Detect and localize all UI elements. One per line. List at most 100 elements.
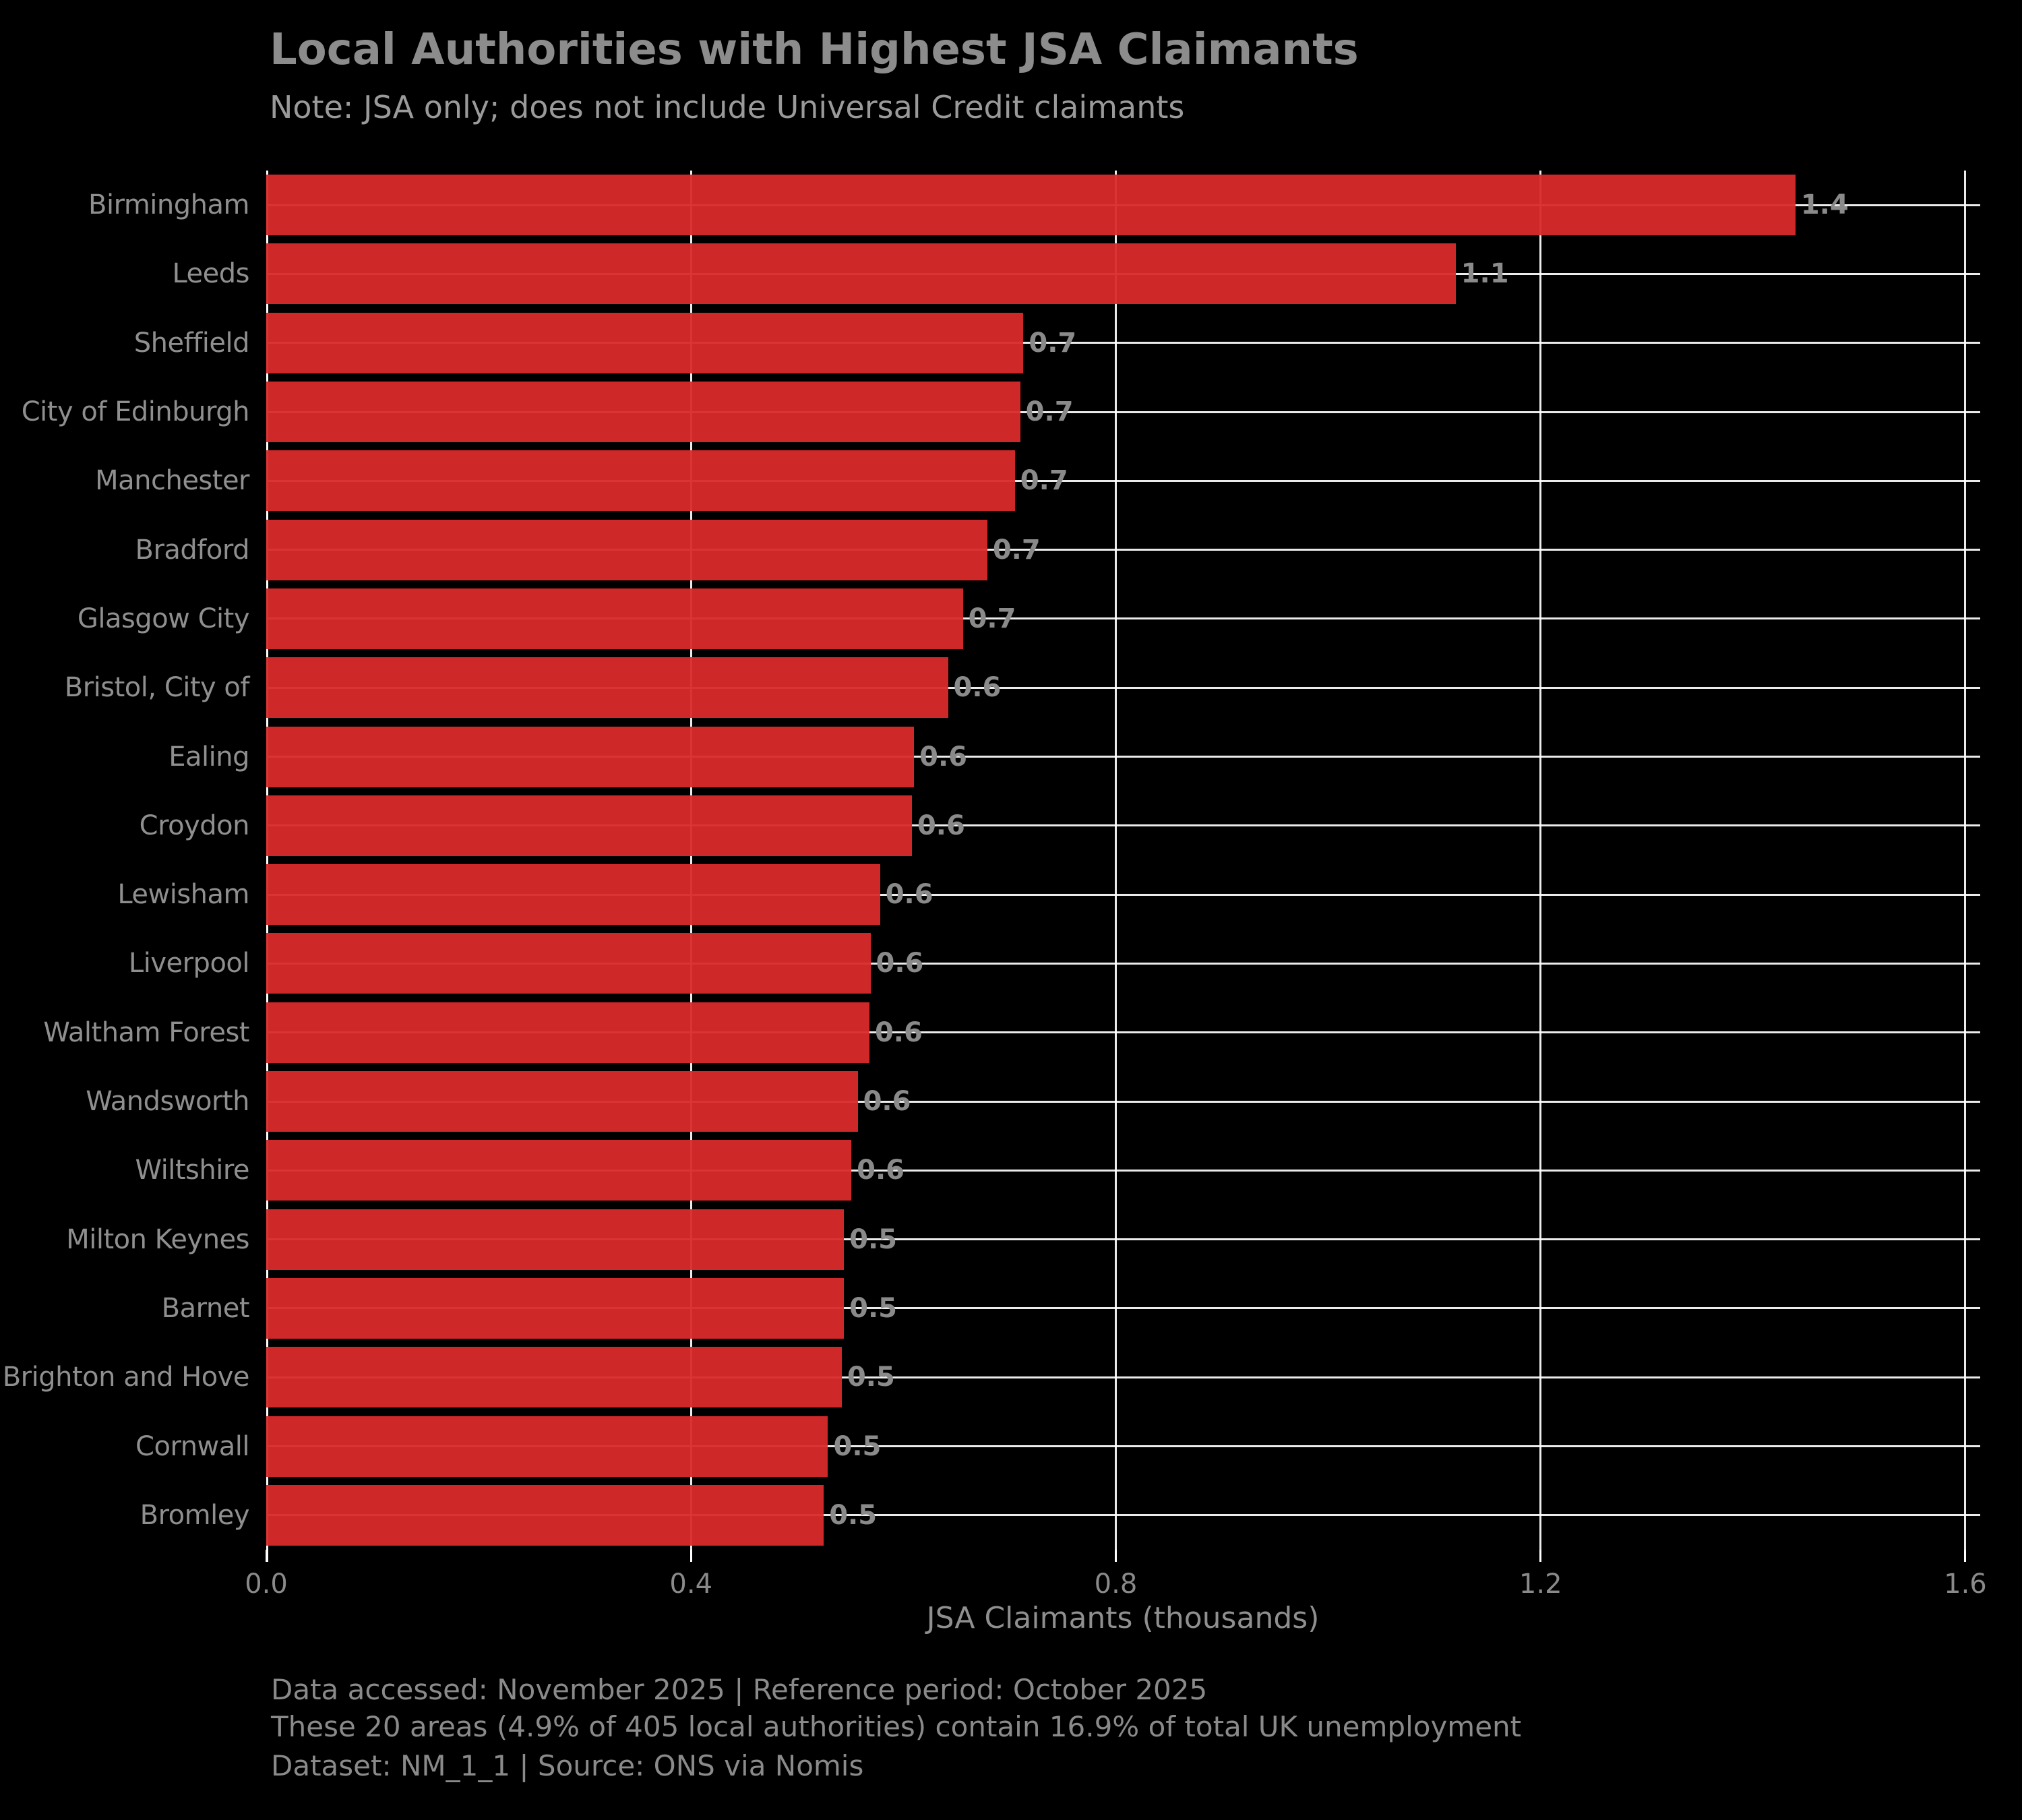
x-axis-tick-mark [1964, 1550, 1967, 1562]
bar-row: 0.7 [266, 377, 1980, 447]
bar-value-label: 0.5 [829, 1499, 878, 1531]
bar-value-label: 1.4 [1800, 189, 1849, 221]
bar-value-label: 0.7 [1029, 327, 1077, 359]
gridline-vertical [1964, 171, 1967, 1550]
gridline-vertical [1539, 171, 1542, 1550]
y-tick-label-city-of-edinburgh: City of Edinburgh [21, 396, 250, 428]
bar-row: 0.7 [266, 446, 1980, 516]
gridline-horizontal [266, 1376, 1980, 1378]
bar-row: 0.7 [266, 309, 1980, 378]
bar-wiltshire [266, 1140, 852, 1201]
gridline-horizontal [266, 1238, 1980, 1241]
bar-sheffield [266, 312, 1024, 373]
bar-row: 1.4 [266, 171, 1980, 240]
bar-row: 0.5 [266, 1274, 1980, 1343]
gridline-horizontal [266, 342, 1980, 344]
y-tick-label-milton-keynes: Milton Keynes [66, 1223, 249, 1255]
bar-bradford [266, 519, 987, 580]
gridline-horizontal [266, 893, 1980, 896]
bar-row: 1.1 [266, 239, 1980, 309]
y-tick-label-birmingham: Birmingham [88, 189, 249, 221]
gridline-horizontal [266, 1100, 1980, 1103]
y-tick-label-lewisham: Lewisham [117, 879, 249, 911]
bar-value-label: 0.6 [863, 1086, 911, 1118]
chart-title: Local Authorities with Highest JSA Claim… [270, 25, 1359, 75]
bar-lewisham [266, 864, 880, 926]
gridline-horizontal [266, 1514, 1980, 1517]
bar-city-of-edinburgh [266, 382, 1020, 443]
gridline-horizontal [266, 1307, 1980, 1310]
bar-value-label: 0.5 [849, 1292, 897, 1324]
y-tick-label-bristol-city-of: Bristol, City of [64, 672, 250, 704]
y-tick-label-wandsworth: Wandsworth [86, 1086, 249, 1118]
bar-row: 0.6 [266, 860, 1980, 930]
bar-value-label: 0.7 [1020, 465, 1068, 497]
bar-row: 0.5 [266, 1481, 1980, 1550]
bar-value-label: 0.6 [919, 741, 967, 772]
y-tick-label-bradford: Bradford [135, 534, 250, 566]
bar-row: 0.6 [266, 653, 1980, 723]
gridline-horizontal [266, 549, 1980, 551]
bar-value-label: 0.5 [847, 1362, 895, 1393]
bar-row: 0.5 [266, 1412, 1980, 1481]
bar-row: 0.7 [266, 516, 1980, 585]
bar-barnet [266, 1277, 845, 1339]
gridline-horizontal [266, 962, 1980, 965]
gridline-horizontal [266, 479, 1980, 482]
bar-glasgow-city [266, 588, 963, 649]
gridline-vertical [1114, 171, 1117, 1550]
bar-row: 0.6 [266, 1136, 1980, 1205]
footer-source: Dataset: NM_1_1 | Source: ONS via Nomis [271, 1749, 864, 1782]
bar-value-label: 0.7 [968, 603, 1016, 634]
y-tick-label-wiltshire: Wiltshire [135, 1155, 249, 1186]
bar-row: 0.5 [266, 1343, 1980, 1412]
bar-row: 0.6 [266, 1067, 1980, 1136]
bar-row: 0.6 [266, 998, 1980, 1068]
bar-cornwall [266, 1416, 828, 1477]
bar-value-label: 0.5 [849, 1223, 897, 1255]
y-tick-label-ealing: Ealing [168, 741, 249, 772]
bar-ealing [266, 726, 915, 787]
plot-area: 1.4 1.1 0.7 0.7 0.7 0.7 0.7 0.6 0.6 0.6 0.6 0.6 0.6 0… [265, 171, 1980, 1562]
y-tick-label-cornwall: Cornwall [135, 1430, 249, 1462]
bar-value-label: 0.7 [1025, 396, 1074, 428]
footer-coverage-note: These 20 areas (4.9% of 405 local author… [271, 1710, 1522, 1743]
bar-liverpool [266, 933, 871, 994]
y-tick-label-waltham-forest: Waltham Forest [43, 1017, 249, 1048]
gridline-horizontal [266, 756, 1980, 758]
bar-value-label: 0.6 [857, 1155, 905, 1186]
bar-value-label: 0.6 [917, 810, 965, 841]
gridline-horizontal [266, 411, 1980, 413]
y-tick-label-bromley: Bromley [140, 1499, 250, 1531]
bar-value-label: 0.6 [876, 948, 924, 979]
chart-subtitle: Note: JSA only; does not include Univers… [270, 89, 1185, 125]
bar-value-label: 0.6 [953, 672, 1002, 704]
bar-bromley [266, 1484, 824, 1546]
bar-wandsworth [266, 1071, 858, 1132]
y-tick-label-glasgow-city: Glasgow City [77, 603, 250, 634]
x-axis-tick-mark [265, 1550, 268, 1562]
y-tick-label-leeds: Leeds [172, 258, 249, 290]
bar-row: 0.6 [266, 791, 1980, 861]
gridline-horizontal [266, 1031, 1980, 1034]
x-tick-label-0.0: 0.0 [245, 1569, 288, 1600]
y-tick-label-croydon: Croydon [139, 810, 250, 841]
gridline-vertical [690, 171, 692, 1550]
bar-waltham-forest [266, 1002, 869, 1063]
y-tick-label-liverpool: Liverpool [128, 948, 250, 979]
bar-value-label: 0.6 [874, 1017, 923, 1048]
bar-birmingham [266, 175, 1796, 236]
bar-row: 0.7 [266, 584, 1980, 654]
bar-row: 0.5 [266, 1205, 1980, 1275]
footer-access-date: Data accessed: November 2025 | Reference… [271, 1673, 1208, 1706]
bar-leeds [266, 243, 1456, 305]
x-tick-label-0.8: 0.8 [1094, 1569, 1138, 1600]
bar-milton-keynes [266, 1209, 845, 1270]
x-axis-tick-mark [690, 1550, 692, 1562]
x-tick-label-0.4: 0.4 [669, 1569, 713, 1600]
y-tick-label-barnet: Barnet [161, 1292, 250, 1324]
x-axis-tick-mark [1539, 1550, 1542, 1562]
x-tick-label-1.2: 1.2 [1519, 1569, 1562, 1600]
bar-value-label: 1.1 [1461, 258, 1509, 290]
